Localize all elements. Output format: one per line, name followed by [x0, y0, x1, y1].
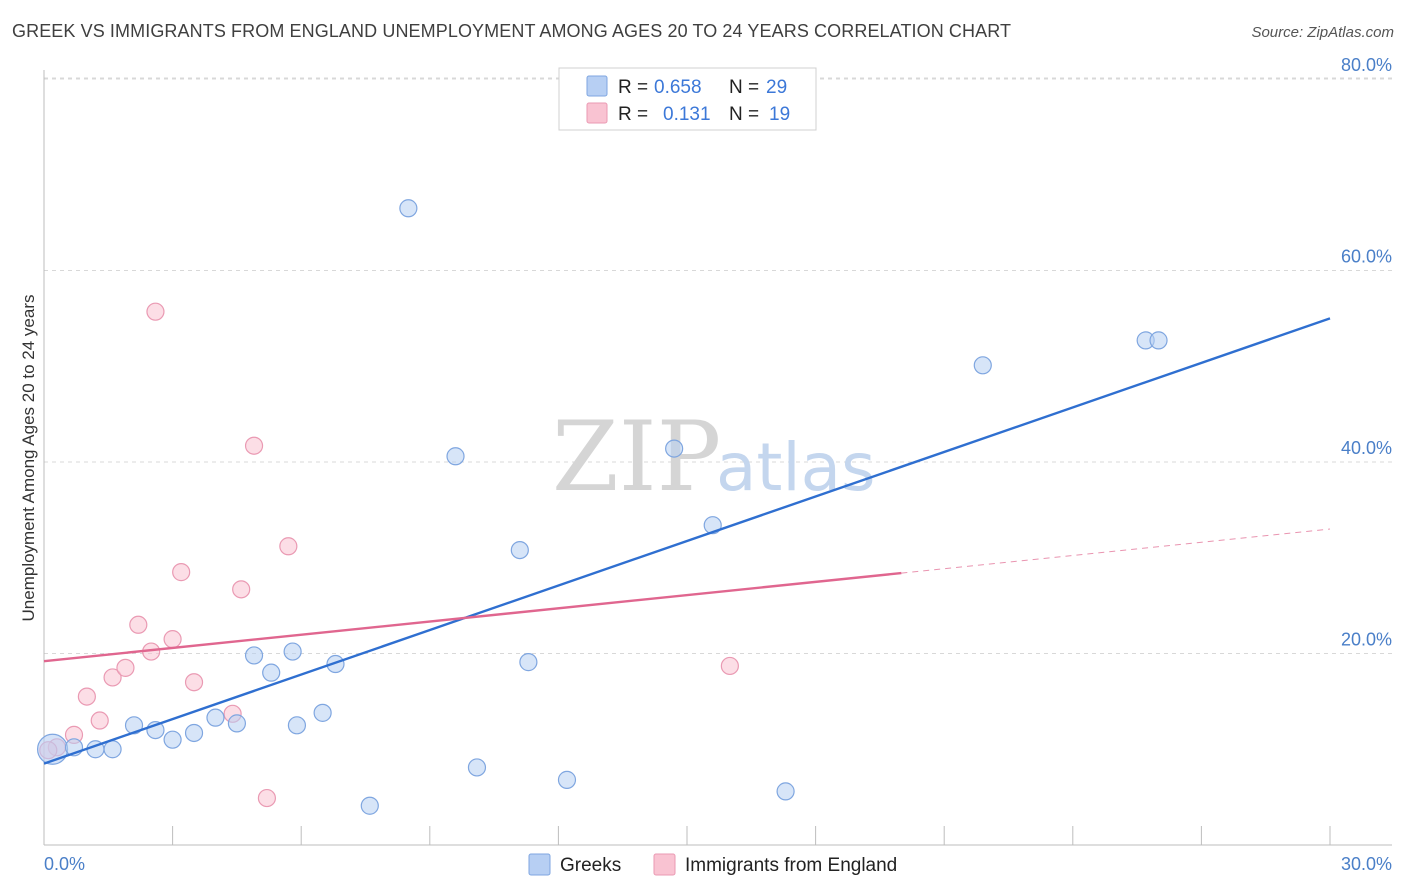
bottom-legend-swatch-greeks — [528, 853, 551, 876]
immigrants-point-6 — [116, 658, 135, 677]
greeks-point-13 — [287, 716, 307, 735]
watermark-atlas: atlas — [716, 429, 876, 506]
chart-title: GREEK VS IMMIGRANTS FROM ENGLAND UNEMPLO… — [12, 21, 1012, 41]
greeks-point-9 — [206, 708, 225, 727]
legend-n-value-2: 19 — [769, 104, 790, 125]
immigrants-point-17 — [279, 537, 298, 556]
series-greeks — [36, 199, 1168, 815]
bottom-legend-immigrants: Immigrants from England — [685, 855, 897, 876]
legend-r-value-1: 0.658 — [654, 77, 702, 98]
greeks-point-16 — [326, 654, 345, 674]
greeks-point-24 — [665, 439, 684, 458]
watermark-zip: ZIP — [552, 401, 721, 513]
greeks-point-15 — [313, 703, 332, 722]
greeks-point-22 — [519, 653, 538, 672]
greeks-point-23 — [557, 770, 577, 789]
greeks-point-11 — [244, 646, 264, 665]
legend-n-label-1: N = — [729, 77, 759, 98]
legend-r-value-2: 0.131 — [663, 104, 711, 125]
immigrants-point-11 — [172, 563, 191, 582]
greeks-point-4 — [103, 740, 122, 759]
greeks-point-19 — [446, 447, 465, 466]
immigrants-point-12 — [184, 673, 204, 692]
legend-r-label-2: R = — [618, 104, 648, 125]
legend-r-label-1: R = — [618, 77, 648, 98]
legend-n-label-2: N = — [729, 104, 759, 125]
immigrants-point-16 — [257, 788, 277, 808]
trendline-greeks — [43, 317, 1331, 765]
greeks-point-21 — [510, 540, 529, 560]
x-tick-label-min: 0.0% — [44, 854, 85, 874]
legend-swatch-greeks — [586, 75, 608, 97]
legend-n-value-1: 29 — [766, 77, 787, 98]
greeks-point-26 — [776, 782, 795, 801]
y-tick-label-60: 60.0% — [1341, 247, 1392, 267]
immigrants-point-14 — [232, 580, 251, 599]
series-legend: Greeks Immigrants from England — [528, 853, 897, 876]
greeks-point-10 — [227, 714, 246, 733]
greeks-point-18 — [399, 199, 418, 218]
bottom-legend-greeks: Greeks — [560, 855, 621, 876]
series-immigrants-from-england — [39, 302, 739, 808]
trendline-immigrants — [43, 571, 902, 663]
immigrants-point-3 — [77, 687, 96, 706]
y-axis-label: Unemployment Among Ages 20 to 24 years — [19, 295, 38, 622]
greeks-point-8 — [184, 723, 204, 743]
bottom-legend-swatch-immigrants — [653, 853, 676, 876]
y-tick-labels: 20.0% 40.0% 60.0% 80.0% — [1341, 55, 1392, 650]
immigrants-point-9 — [146, 302, 165, 321]
x-axis-ticks — [172, 826, 1331, 845]
y-tick-label-40: 40.0% — [1341, 438, 1392, 458]
immigrants-point-10 — [163, 630, 182, 649]
immigrants-point-15 — [244, 436, 264, 455]
greeks-point-14 — [283, 642, 302, 661]
immigrants-point-4 — [90, 711, 109, 730]
greeks-point-17 — [360, 796, 379, 815]
correlation-legend: R = 0.658 N = 29 R = 0.131 N = 19 — [558, 67, 817, 131]
greeks-point-12 — [262, 663, 281, 682]
x-tick-label-max: 30.0% — [1341, 854, 1392, 874]
y-tick-label-80: 80.0% — [1341, 55, 1392, 75]
greeks-point-5 — [124, 716, 144, 735]
legend-swatch-immigrants — [586, 102, 608, 124]
immigrants-point-5 — [103, 668, 122, 687]
immigrants-point-7 — [129, 615, 148, 634]
trendline-immigrants-extension — [901, 528, 1331, 574]
immigrants-point-18 — [720, 656, 739, 676]
greeks-point-20 — [467, 758, 487, 777]
y-tick-label-20: 20.0% — [1341, 630, 1392, 650]
trendlines — [43, 317, 1331, 765]
source-credit: Source: ZipAtlas.com — [1251, 24, 1394, 41]
greeks-point-27 — [973, 356, 992, 375]
greeks-point-29 — [1149, 331, 1168, 350]
greeks-point-7 — [163, 730, 182, 749]
